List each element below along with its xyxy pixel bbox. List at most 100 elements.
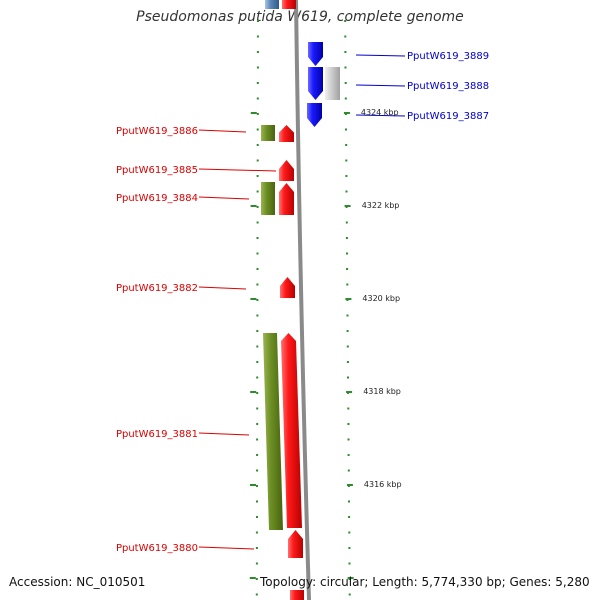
label-leader-line [198,432,250,436]
tick-mark [256,500,258,503]
kbp-label: 4316 kbp [364,480,402,489]
tick-mark [256,252,259,255]
tick-mark [256,407,259,410]
major-tick-mark [347,577,354,579]
tick-mark [345,128,347,131]
tick-mark [256,423,259,425]
tick-mark [257,20,259,22]
genome-summary-text: Topology: circular; Length: 5,774,330 bp… [260,575,590,589]
tick-mark [255,547,258,549]
tick-mark [347,454,350,456]
tick-mark [256,190,259,193]
tick-mark [256,516,258,518]
tick-mark [256,376,259,379]
tick-mark [345,237,348,239]
tick-mark [256,454,259,456]
label-leader-line [198,196,250,200]
forward-gene-label: PputW619_3885 [116,165,198,176]
reverse-gene-3888 [308,67,323,100]
tick-mark [256,469,259,472]
tick-mark [256,206,259,208]
tick-mark [344,82,347,84]
major-tick-mark [344,205,351,207]
tick-mark [256,221,259,224]
bottom-cutoff-feature [290,590,304,600]
gene-features [261,42,340,558]
major-tick-mark [250,484,256,486]
tick-mark [346,330,349,332]
tick-mark [256,128,259,131]
tick-mark [256,51,259,53]
kbp-label: 4322 kbp [362,201,400,210]
tick-mark [256,485,258,487]
major-tick-mark [346,484,353,486]
major-tick-mark [250,298,257,300]
tick-mark [348,593,351,596]
tick-mark [256,237,259,239]
kbp-label: 4324 kbp [361,108,399,117]
tick-mark [348,500,350,503]
tick-mark [345,190,348,193]
cutoff-feature-red [282,0,296,9]
forward-gene-label: PputW619_3886 [116,126,198,137]
forward-gene-3881 [281,333,302,528]
accession-text: Accession: NC_010501 [9,575,146,589]
tick-mark [344,35,347,38]
tick-mark [256,299,259,301]
tick-mark [255,578,258,580]
forward-gene-3886 [279,125,294,142]
forward-gene-3884 [279,183,294,215]
tick-mark [346,268,349,270]
tick-mark [347,438,350,441]
tick-mark [346,314,349,317]
label-leader-line [198,129,247,133]
map-title: Pseudomonas putida W619, complete genome [136,9,464,25]
reverse-gene-label: PputW619_3889 [407,51,489,62]
reverse-gene-3887 [307,103,322,127]
tick-mark [345,175,348,177]
tick-mark [345,221,348,224]
tick-mark [255,562,258,565]
tick-mark [256,361,259,363]
tick-mark [344,66,347,69]
cds-3881 [263,333,283,530]
tick-mark [348,562,351,565]
label-leader-line [355,84,406,87]
tick-mark [256,82,259,84]
forward-gene-label: PputW619_3884 [116,193,198,204]
reverse-gene-label: PputW619_3888 [407,81,489,92]
reverse-gene-3889 [308,42,323,66]
major-tick-mark [346,391,353,393]
tick-mark [348,547,351,549]
tick-mark [256,175,259,177]
tick-mark [256,35,259,38]
tick-mark [256,330,259,332]
major-tick-mark [250,205,257,207]
tick-mark [344,51,347,53]
scale-ticks [249,20,354,596]
tick-mark [256,438,259,441]
forward-gene-3885 [279,160,294,181]
cds-3886 [261,125,275,141]
tick-mark [345,144,348,146]
tick-mark [256,97,259,100]
tick-mark [346,345,349,348]
major-tick-mark [345,298,352,300]
gene-labels: PputW619_3886 PputW619_3885 PputW619_3884 P… [116,51,489,554]
pseudo-gene-3888 [325,67,340,100]
tick-mark [256,283,259,286]
kbp-label: 4320 kbp [362,294,400,303]
major-tick-mark [343,112,350,114]
kbp-scale-labels: 4324 kbp 4322 kbp 4320 kbp 4318 kbp 4316 kbp [361,108,402,489]
tick-mark [348,516,351,518]
major-tick-mark [250,391,257,393]
tick-mark [348,531,351,534]
forward-gene-3882 [280,277,295,298]
tick-mark [347,423,350,425]
tick-mark [346,252,348,255]
reverse-gene-label: PputW619_3887 [407,111,489,122]
tick-mark [255,593,258,596]
major-tick-mark [250,112,257,114]
tick-mark [347,469,350,472]
tick-mark [255,531,258,534]
